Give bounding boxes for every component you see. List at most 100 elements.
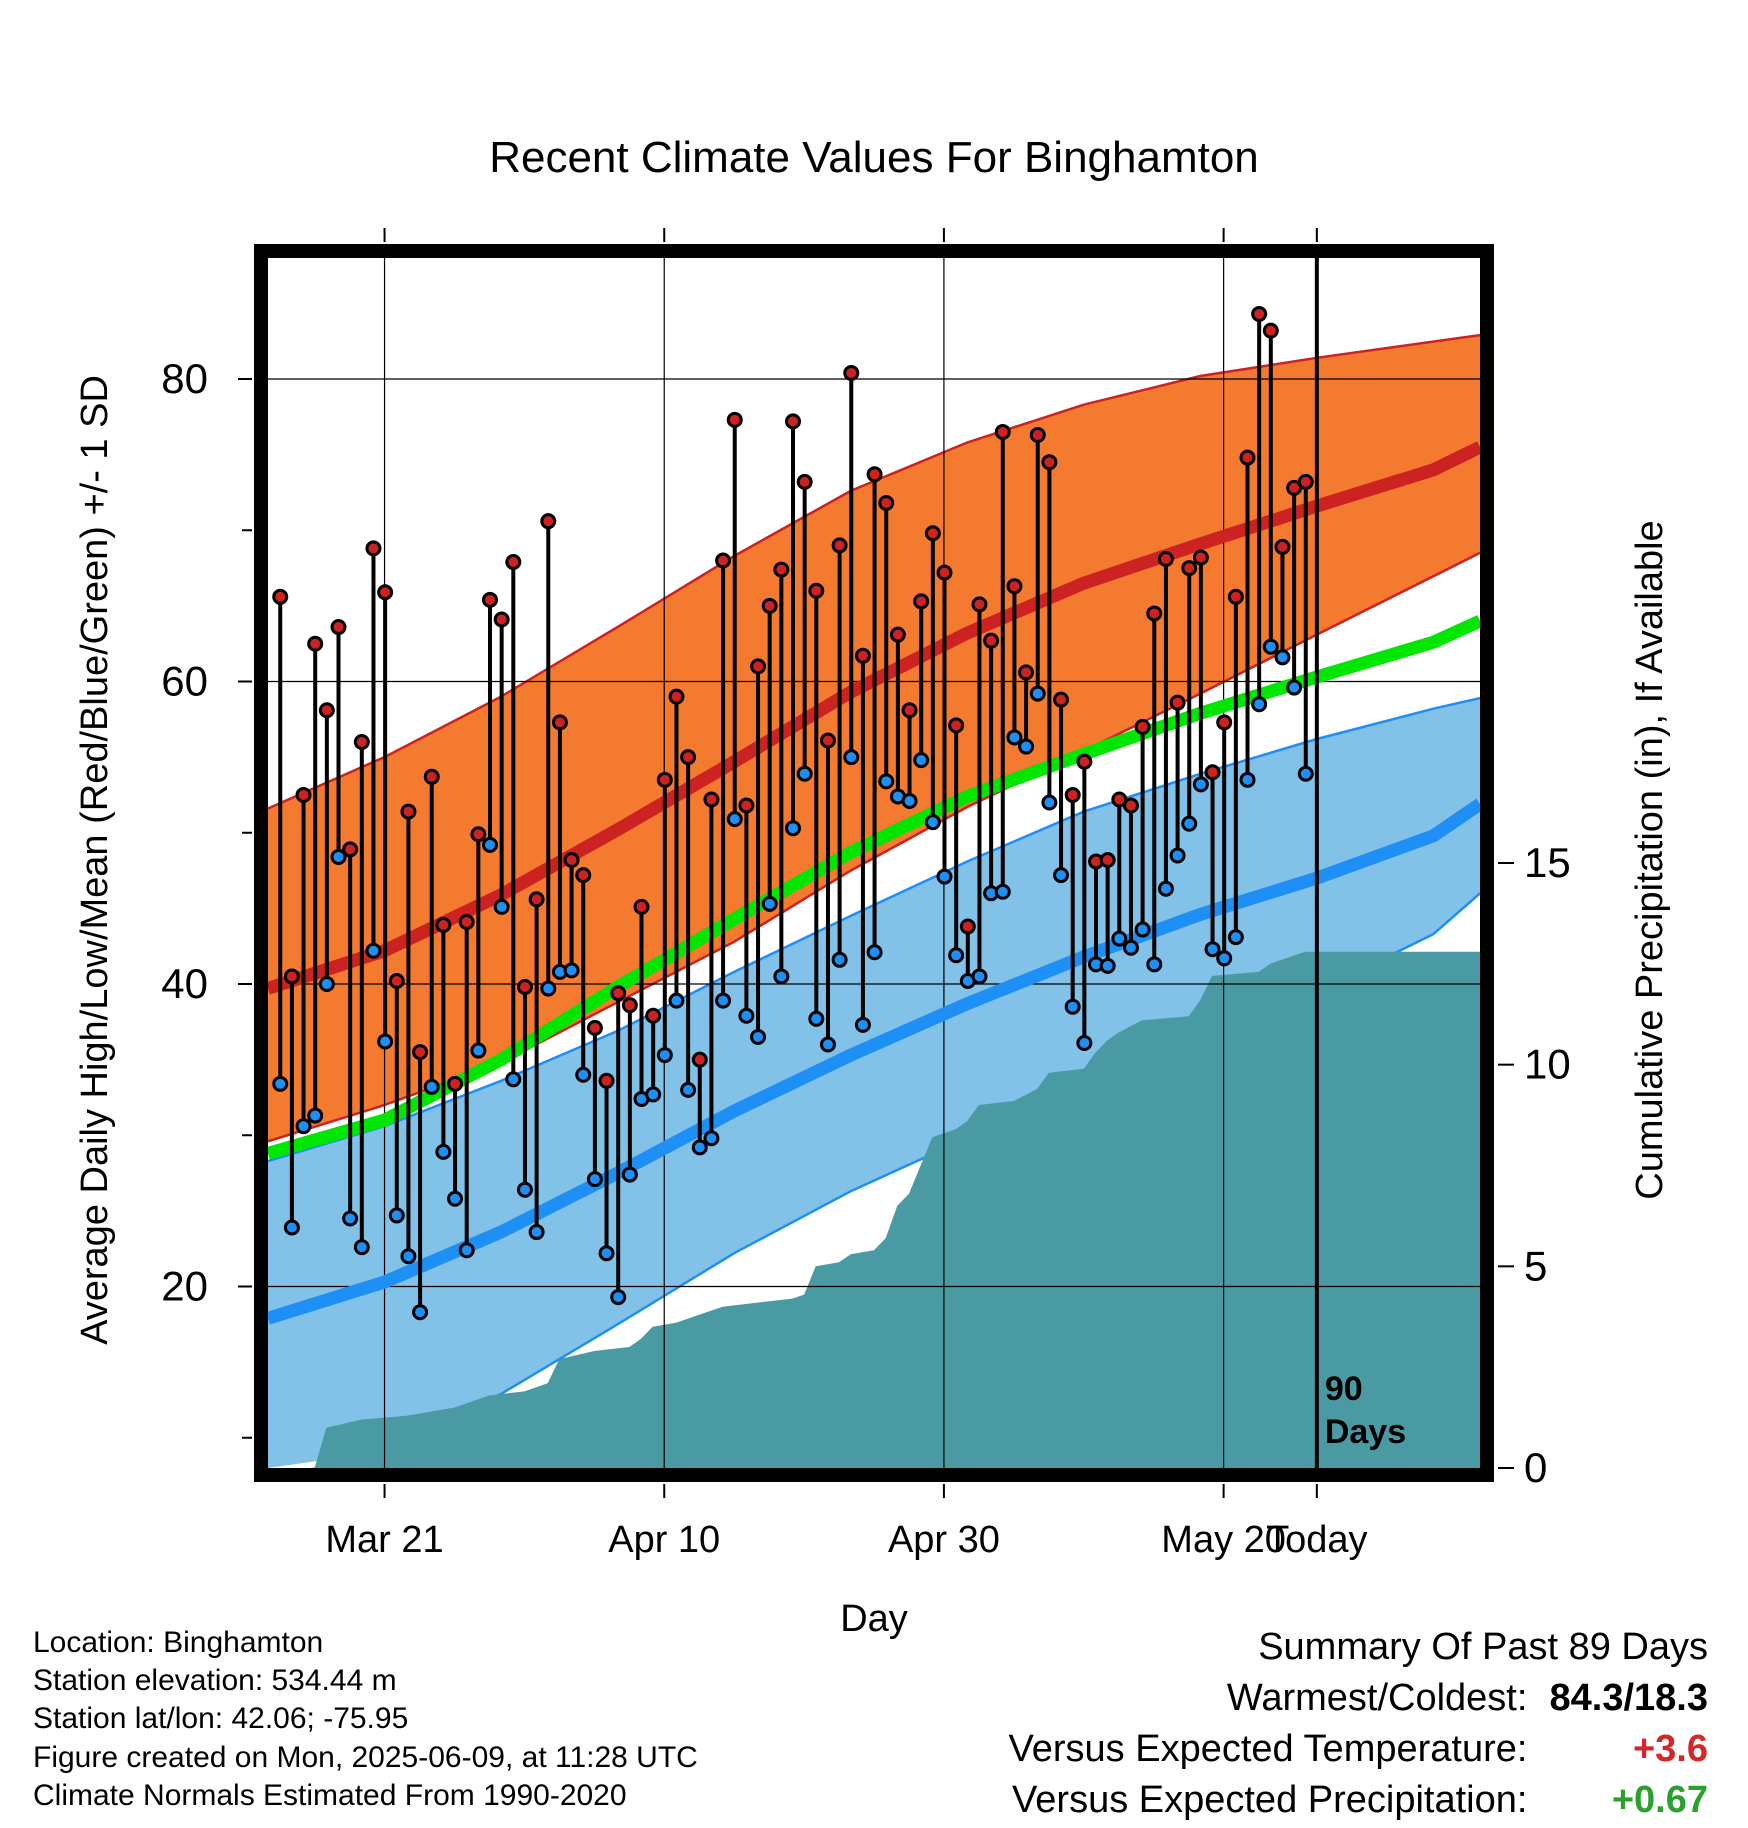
daily-high-point	[796, 473, 813, 490]
x-tick-label: Mar 21	[325, 1519, 443, 1561]
daily-high-point	[936, 564, 953, 581]
daily-low-point	[691, 1139, 708, 1156]
daily-high-point	[1018, 664, 1035, 681]
daily-high-point	[1146, 605, 1163, 622]
plot-frame	[254, 244, 1494, 1482]
daily-high-point	[889, 626, 906, 643]
daily-low-point	[586, 1171, 603, 1188]
daily-low-point	[470, 1042, 487, 1059]
daily-low-point	[412, 1304, 429, 1321]
daily-high-point	[1227, 588, 1244, 605]
daily-low-point	[1041, 794, 1058, 811]
daily-high-point	[412, 1044, 429, 1061]
daily-low-point	[598, 1245, 615, 1262]
daily-high-point	[400, 803, 417, 820]
daily-low-point	[668, 992, 685, 1009]
daily-low-point	[785, 820, 802, 837]
y2-tick-label: 5	[1524, 1242, 1547, 1289]
daily-high-point	[983, 632, 1000, 649]
daily-low-point	[715, 992, 732, 1009]
daily-high-point	[819, 732, 836, 749]
station-elevation: Station elevation: 534.44 m	[33, 1664, 397, 1697]
daily-low-point	[435, 1143, 452, 1160]
daily-low-point	[353, 1239, 370, 1256]
daily-high-point	[1122, 797, 1139, 814]
daily-low-point	[575, 1066, 592, 1083]
chart-title: Recent Climate Values For Binghamton	[489, 133, 1259, 182]
daily-low-point	[854, 1016, 871, 1033]
daily-low-point	[645, 1086, 662, 1103]
daily-low-point	[295, 1118, 312, 1135]
daily-low-point	[1297, 765, 1314, 782]
daily-high-point	[1157, 550, 1174, 567]
daily-high-point	[959, 918, 976, 935]
daily-low-point	[272, 1075, 289, 1092]
daily-high-point	[703, 791, 720, 808]
daily-high-point	[750, 658, 767, 675]
daily-low-point	[1286, 679, 1303, 696]
daily-high-point	[470, 826, 487, 843]
daily-high-point	[575, 867, 592, 884]
station-latlon: Station lat/lon: 42.06; -75.95	[33, 1702, 409, 1735]
daily-low-point	[621, 1166, 638, 1183]
daily-high-point	[948, 717, 965, 734]
daily-low-point	[307, 1107, 324, 1124]
daily-high-point	[1274, 538, 1291, 555]
daily-high-point	[1204, 764, 1221, 781]
daily-low-point	[750, 1028, 767, 1045]
daily-high-point	[388, 972, 405, 989]
daily-low-point	[819, 1036, 836, 1053]
daily-low-point	[330, 848, 347, 865]
daily-high-point	[551, 714, 568, 731]
daily-high-point	[1192, 549, 1209, 566]
daily-high-point	[598, 1072, 615, 1089]
daily-high-point	[318, 702, 335, 719]
y-axis-label: Average Daily High/Low/Mean (Red/Blue/Gr…	[74, 375, 116, 1345]
daily-low-point	[1274, 649, 1291, 666]
temp-anomaly-value: +3.6	[1632, 1728, 1708, 1770]
summary-warmest-coldest-row: Warmest/Coldest: 84.3/18.3	[1009, 1673, 1708, 1724]
daily-high-point	[1099, 851, 1116, 868]
daily-high-point	[435, 917, 452, 934]
daily-high-point	[808, 582, 825, 599]
daily-low-point	[808, 1010, 825, 1027]
daily-low-point	[1064, 998, 1081, 1015]
expected-high-line	[268, 441, 1480, 995]
daily-low-point	[738, 1007, 755, 1024]
daily-low-point	[831, 951, 848, 968]
daily-low-point	[516, 1181, 533, 1198]
daily-low-point	[1251, 696, 1268, 713]
daily-low-point	[482, 836, 499, 853]
daily-low-point	[505, 1071, 522, 1088]
expected-mean-line	[268, 615, 1480, 1160]
daily-low-point	[377, 1033, 394, 1050]
daily-high-point	[516, 979, 533, 996]
daily-low-point	[388, 1207, 405, 1224]
days-marker-number: 90	[1325, 1370, 1363, 1408]
plot-area: 90 Days	[268, 258, 1480, 1468]
station-location: Location: Binghamton	[33, 1626, 324, 1659]
precip-anomaly-label: Versus Expected Precipitation:	[1012, 1779, 1528, 1821]
daily-high-point	[668, 688, 685, 705]
daily-low-point	[680, 1081, 697, 1098]
low-sd-band	[268, 698, 1480, 1468]
daily-low-point	[1169, 847, 1186, 864]
daily-low-point	[610, 1289, 627, 1306]
climate-normals: Climate Normals Estimated From 1990-2020	[33, 1779, 627, 1812]
daily-high-point	[377, 584, 394, 601]
daily-low-point	[726, 811, 743, 828]
daily-low-point	[1216, 950, 1233, 967]
summary-precip-row: Versus Expected Precipitation: +0.67	[1009, 1775, 1708, 1826]
daily-high-point	[307, 635, 324, 652]
daily-high-point	[971, 596, 988, 613]
x-tick-label: Apr 10	[608, 1519, 720, 1561]
daily-high-point	[1134, 718, 1151, 735]
daily-low-point	[1018, 738, 1035, 755]
days-marker-word: Days	[1325, 1413, 1406, 1451]
daily-low-point	[1029, 685, 1046, 702]
daily-high-point	[283, 968, 300, 985]
daily-high-point	[1064, 786, 1081, 803]
x-tick-label: Today	[1266, 1519, 1367, 1561]
daily-high-point	[365, 540, 382, 557]
daily-high-point	[1181, 560, 1198, 577]
